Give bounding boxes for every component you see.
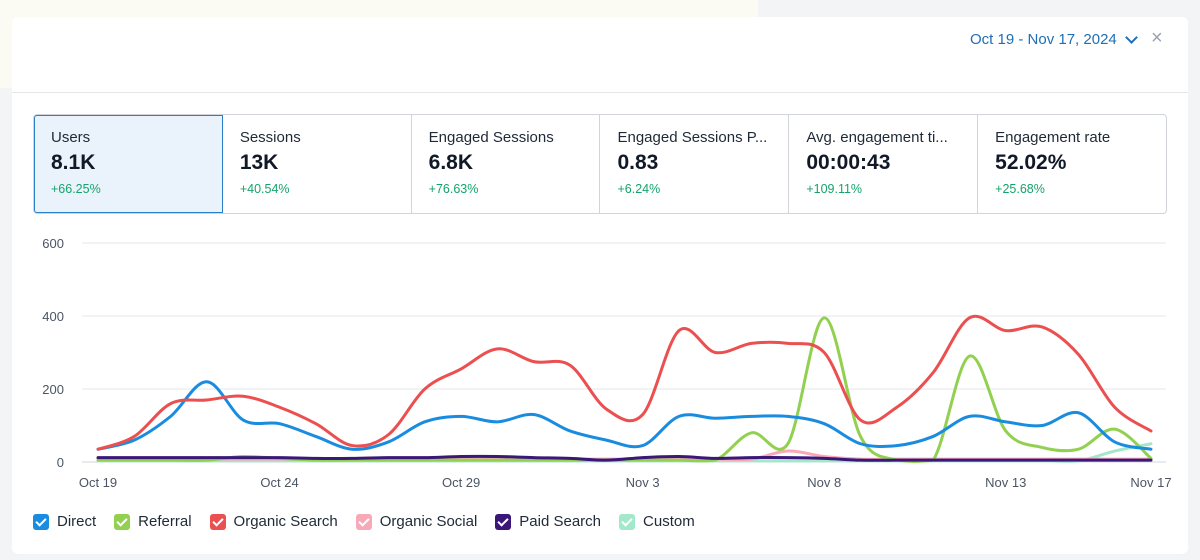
date-range-picker[interactable]: Oct 19 - Nov 17, 2024 xyxy=(970,30,1138,48)
metric-tab-engaged-sessions-per-user[interactable]: Engaged Sessions P... 0.83 +6.24% xyxy=(600,115,790,213)
card-header xyxy=(758,17,1188,92)
x-tick-label: Nov 13 xyxy=(985,475,1026,490)
legend-label: Organic Search xyxy=(233,513,338,530)
metric-label: Sessions xyxy=(239,129,301,146)
x-tick-label: Nov 17 xyxy=(1130,475,1171,490)
y-tick-label: 400 xyxy=(42,309,64,324)
metric-label: Users xyxy=(51,129,91,146)
metric-tab-avg-engagement-time[interactable]: Avg. engagement ti... 00:00:43 +109.11% xyxy=(789,115,979,213)
metric-tab-sessions[interactable]: Sessions 13K +40.54% xyxy=(223,115,412,213)
y-tick-label: 0 xyxy=(57,455,64,470)
metric-value: 13K xyxy=(239,151,279,174)
series-line-paid-search xyxy=(96,454,1153,462)
metric-value: 0.83 xyxy=(617,151,659,174)
legend-label: Organic Social xyxy=(379,513,478,530)
checkbox-icon[interactable] xyxy=(209,513,226,530)
metric-label: Engaged Sessions P... xyxy=(617,129,768,146)
metric-tab-engaged-sessions[interactable]: Engaged Sessions 6.8K +76.63% xyxy=(412,115,601,213)
metric-delta: +25.68% xyxy=(995,182,1045,196)
x-tick-label: Nov 8 xyxy=(807,475,841,490)
legend-item-referral[interactable]: Referral xyxy=(114,513,192,530)
legend-item-organic-search[interactable]: Organic Search xyxy=(209,513,338,530)
metric-delta: +6.24% xyxy=(617,182,661,196)
series-line-direct xyxy=(96,380,1153,451)
legend-label: Paid Search xyxy=(519,513,602,530)
metric-label: Avg. engagement ti... xyxy=(806,129,948,146)
metric-label: Engaged Sessions xyxy=(428,129,554,146)
header-divider xyxy=(12,92,1188,93)
checkbox-icon[interactable] xyxy=(114,513,131,530)
metric-tab-engagement-rate[interactable]: Engagement rate 52.02% +25.68% xyxy=(978,115,1166,213)
chart-legend: Direct Referral Organic Search Organic Soci… xyxy=(33,513,695,530)
metric-tabs: Users 8.1K +66.25% Sessions 13K +40.54% … xyxy=(33,114,1167,214)
checkbox-icon[interactable] xyxy=(33,513,49,530)
metric-value: 52.02% xyxy=(995,151,1067,174)
y-tick-label: 600 xyxy=(42,236,64,251)
legend-item-custom[interactable]: Custom xyxy=(619,513,695,530)
x-tick-label: Oct 29 xyxy=(442,475,480,490)
x-tick-label: Oct 24 xyxy=(260,475,298,490)
metric-delta: +40.54% xyxy=(239,182,290,196)
line-chart: 0 200 400 600 Oct 19 Oct 24 Oct 29 Nov 3 Nov 8 No… xyxy=(42,236,1171,490)
series-line-organic-search xyxy=(96,314,1153,451)
metric-value: 6.8K xyxy=(428,151,474,174)
close-icon[interactable]: × xyxy=(1151,27,1163,49)
date-range-label: Oct 19 - Nov 17, 2024 xyxy=(970,31,1117,48)
metric-value: 00:00:43 xyxy=(806,151,891,174)
checkbox-icon[interactable] xyxy=(619,513,636,530)
metric-delta: +76.63% xyxy=(428,182,479,196)
metric-tab-users[interactable]: Users 8.1K +66.25% xyxy=(34,115,223,213)
metric-value: 8.1K xyxy=(51,151,96,174)
report-card xyxy=(12,17,1188,554)
legend-item-paid-search[interactable]: Paid Search xyxy=(495,513,601,530)
legend-label: Referral xyxy=(138,513,192,530)
legend-label: Custom xyxy=(643,513,695,530)
metric-label: Engagement rate xyxy=(995,129,1111,146)
metric-delta: +66.25% xyxy=(51,182,101,196)
checkbox-icon[interactable] xyxy=(355,513,372,530)
y-tick-label: 200 xyxy=(42,382,64,397)
legend-item-organic-social[interactable]: Organic Social xyxy=(355,513,478,530)
series-line-referral xyxy=(96,316,1153,464)
legend-item-direct[interactable]: Direct xyxy=(33,513,96,530)
x-tick-label: Oct 19 xyxy=(79,475,117,490)
chevron-down-icon xyxy=(1124,30,1138,44)
x-tick-label: Nov 3 xyxy=(626,475,660,490)
metric-delta: +109.11% xyxy=(806,182,863,196)
checkbox-icon[interactable] xyxy=(495,513,512,530)
legend-label: Direct xyxy=(57,513,97,530)
